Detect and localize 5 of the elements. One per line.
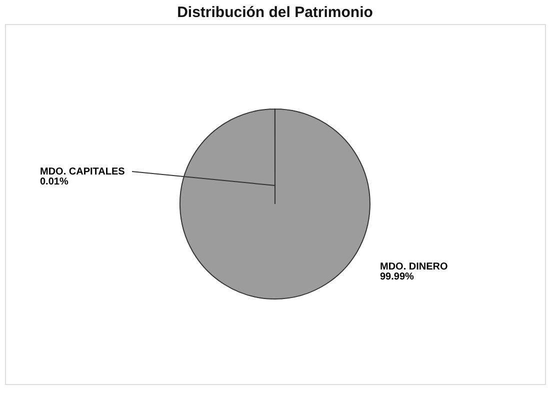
slice-label: MDO. CAPITALES <box>40 166 126 178</box>
slice-label: MDO. DINERO <box>380 262 448 272</box>
chart-title: Distribución del Patrimonio <box>177 4 373 21</box>
data-label: 0.01% <box>40 176 68 188</box>
data-label: 99.99% <box>380 272 414 282</box>
